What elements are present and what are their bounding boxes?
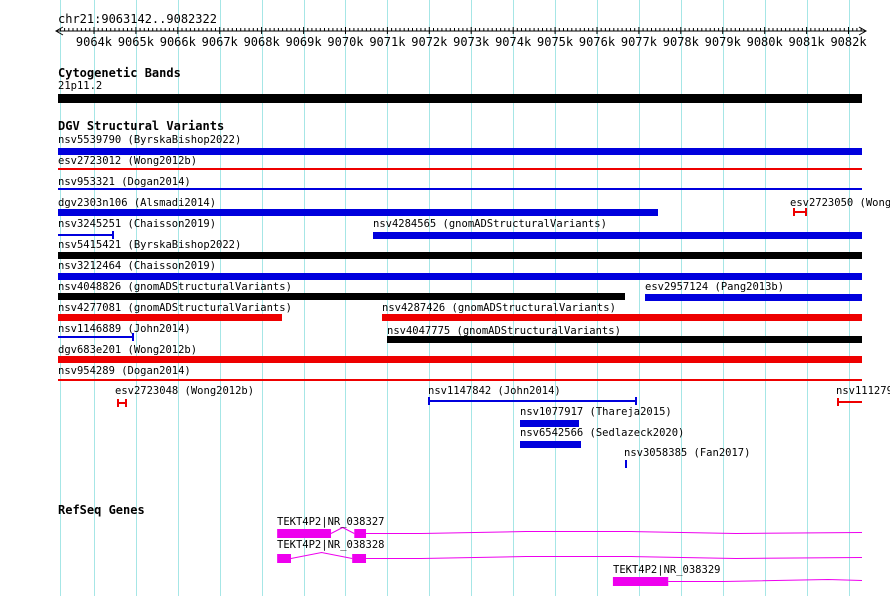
variant-label[interactable]: esv2723048 (Wong2012b)	[115, 385, 255, 397]
variant-end-tick[interactable]	[805, 208, 807, 216]
gridline	[639, 0, 640, 596]
axis-tick-label: 9080k	[747, 35, 784, 49]
axis-tick-label: 9078k	[663, 35, 700, 49]
axis-tick-label: 9073k	[453, 35, 490, 49]
variant-label[interactable]: nsv5539790 (ByrskaBishop2022)	[58, 134, 242, 146]
variant-label[interactable]: dgv683e201 (Wong2012b)	[58, 344, 198, 356]
region-title: chr21:9063142..9082322	[58, 12, 217, 26]
variant-bar[interactable]	[382, 314, 862, 321]
axis-tick-label: 9066k	[160, 35, 197, 49]
variant-bar[interactable]	[58, 148, 862, 155]
axis-tick-label: 9064k	[76, 35, 113, 49]
axis-tick-label: 9067k	[202, 35, 239, 49]
variant-label[interactable]: nsv4284565 (gnomADStructuralVariants)	[373, 218, 607, 230]
gene-intron-line	[366, 556, 863, 560]
variant-bar[interactable]	[645, 294, 862, 301]
variant-label[interactable]: nsv4048826 (gnomADStructuralVariants)	[58, 281, 292, 293]
axis-tick-label: 9077k	[621, 35, 658, 49]
variant-bar[interactable]	[58, 188, 862, 190]
variant-bar[interactable]	[58, 273, 862, 280]
variant-end-tick[interactable]	[112, 231, 114, 239]
variant-end-tick[interactable]	[793, 208, 795, 216]
variant-label[interactable]: nsv111279	[836, 385, 890, 397]
variant-end-tick[interactable]	[132, 333, 134, 341]
gene-exon[interactable]	[612, 577, 669, 586]
cytoband-bar[interactable]	[58, 94, 862, 103]
variant-label[interactable]: nsv5415421 (ByrskaBishop2022)	[58, 239, 242, 251]
variant-bar[interactable]	[373, 232, 862, 239]
coordinate-axis: 9064k 9065k 9066k 9067k 9068k 9069k 9070k 9071k…	[54, 26, 868, 49]
variant-end-tick[interactable]	[125, 399, 127, 407]
variant-bar[interactable]	[520, 441, 581, 448]
variant-bar[interactable]	[58, 356, 862, 363]
gene-exon[interactable]	[277, 529, 332, 538]
variant-line[interactable]	[837, 401, 862, 403]
variant-label[interactable]: nsv4287426 (gnomADStructuralVariants)	[382, 302, 616, 314]
axis-tick-label: 9079k	[705, 35, 742, 49]
axis-tick-label: 9065k	[118, 35, 155, 49]
variant-label[interactable]: esv2957124 (Pang2013b)	[645, 281, 785, 293]
variant-label[interactable]: nsv1146889 (John2014)	[58, 323, 191, 335]
variant-label[interactable]: nsv1147842 (John2014)	[428, 385, 561, 397]
gene-intron-line	[366, 531, 863, 535]
gene-label[interactable]: TEKT4P2|NR_038328	[277, 539, 385, 551]
gene-exon[interactable]	[277, 554, 291, 563]
gene-intron-line	[668, 578, 863, 582]
refseq-heading: RefSeq Genes	[58, 503, 145, 517]
variant-end-tick[interactable]	[428, 397, 430, 405]
variant-bar[interactable]	[58, 293, 625, 300]
gene-exon[interactable]	[352, 554, 367, 563]
variant-line[interactable]	[58, 336, 133, 338]
variant-bar[interactable]	[58, 252, 862, 259]
gene-intron-caret	[330, 526, 355, 534]
variant-label[interactable]: nsv3058385 (Fan2017)	[624, 447, 751, 459]
variant-label[interactable]: nsv3245251 (Chaisson2019)	[58, 218, 217, 230]
axis-tick-label: 9069k	[285, 35, 322, 49]
axis-tick-label: 9081k	[789, 35, 826, 49]
dgv-heading: DGV Structural Variants	[58, 119, 225, 133]
axis-tick-label: 9072k	[411, 35, 448, 49]
axis-tick-label: 9074k	[495, 35, 532, 49]
axis-tick-label: 9071k	[369, 35, 406, 49]
axis-tick-label: 9070k	[327, 35, 364, 49]
variant-line[interactable]	[117, 402, 127, 404]
cytobands-heading: Cytogenetic Bands	[58, 66, 181, 80]
variant-line[interactable]	[428, 400, 637, 402]
variant-label[interactable]: dgv2303n106 (Alsmadi2014)	[58, 197, 217, 209]
cytoband-name: 21p11.2	[58, 80, 103, 92]
variant-label[interactable]: nsv1077917 (Thareja2015)	[520, 406, 672, 418]
variant-line[interactable]	[58, 234, 113, 236]
variant-bar[interactable]	[58, 209, 658, 216]
variant-point-tick[interactable]	[625, 460, 627, 468]
variant-bar[interactable]	[58, 314, 282, 321]
gene-exon[interactable]	[354, 529, 367, 538]
gene-intron-caret	[290, 551, 353, 559]
variant-bar[interactable]	[58, 168, 862, 170]
variant-bar[interactable]	[520, 420, 579, 427]
variant-end-tick[interactable]	[635, 397, 637, 405]
axis-tick-label: 9076k	[579, 35, 616, 49]
axis-tick-label: 9082k	[830, 35, 867, 49]
gene-label[interactable]: TEKT4P2|NR_038329	[613, 564, 721, 576]
axis-tick-label: 9075k	[537, 35, 574, 49]
variant-label[interactable]: nsv954289 (Dogan2014)	[58, 365, 191, 377]
variant-label[interactable]: nsv4047775 (gnomADStructuralVariants)	[387, 325, 621, 337]
variant-end-tick[interactable]	[117, 399, 119, 407]
variant-bar[interactable]	[387, 336, 862, 343]
axis-line	[54, 26, 868, 36]
variant-end-tick[interactable]	[837, 398, 839, 406]
variant-label[interactable]: nsv3212464 (Chaisson2019)	[58, 260, 217, 272]
axis-tick-label: 9068k	[244, 35, 281, 49]
variant-line[interactable]	[793, 211, 807, 213]
variant-label[interactable]: esv2723012 (Wong2012b)	[58, 155, 198, 167]
gene-label[interactable]: TEKT4P2|NR_038327	[277, 516, 385, 528]
variant-bar[interactable]	[58, 379, 862, 381]
variant-label[interactable]: esv2723050 (Wong2	[790, 197, 890, 209]
variant-label[interactable]: nsv953321 (Dogan2014)	[58, 176, 191, 188]
variant-label[interactable]: nsv6542566 (Sedlazeck2020)	[520, 427, 685, 439]
variant-label[interactable]: nsv4277081 (gnomADStructuralVariants)	[58, 302, 292, 314]
